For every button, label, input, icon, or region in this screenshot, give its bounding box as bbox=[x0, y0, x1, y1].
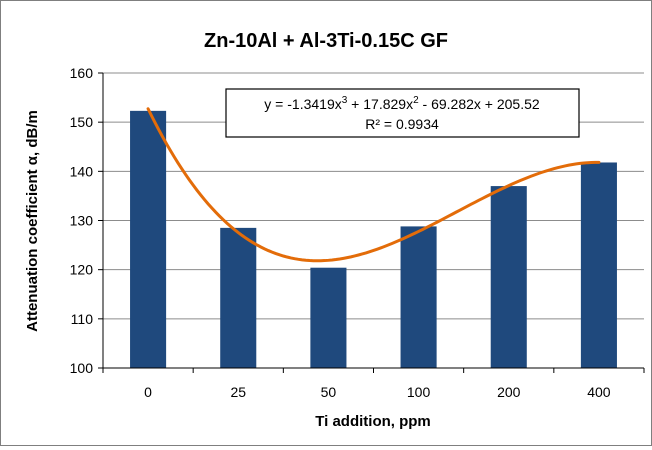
bar bbox=[490, 186, 527, 368]
x-tick-label: 25 bbox=[230, 384, 246, 400]
y-tick-label: 110 bbox=[71, 311, 94, 327]
y-tick-label: 100 bbox=[70, 360, 94, 376]
equation-box-border bbox=[225, 88, 580, 138]
bar bbox=[310, 267, 347, 368]
y-axis-title: Attenuation coefficient α, dB/m bbox=[24, 110, 41, 332]
x-tick-label: 200 bbox=[497, 384, 521, 400]
x-tick-labels: 0 25 50 100 200 400 bbox=[144, 384, 611, 400]
y-tick-label: 130 bbox=[70, 213, 94, 229]
y-tick-labels: 100 110 120 130 140 150 160 bbox=[70, 65, 94, 376]
chart-title: Zn-10Al + Al-3Ti-0.15C GF bbox=[204, 30, 448, 52]
x-tick-label: 0 bbox=[144, 384, 152, 400]
equation-part-3: - 69.282x + 205.52 bbox=[419, 96, 540, 112]
equation-sup-1: 3 bbox=[342, 95, 348, 106]
bar bbox=[130, 110, 167, 368]
y-tick-label: 120 bbox=[70, 262, 94, 278]
bar bbox=[580, 162, 617, 368]
equation-sup-2: 2 bbox=[413, 95, 419, 106]
axes bbox=[102, 73, 645, 373]
x-axis-title: Ti addition, ppm bbox=[315, 413, 431, 430]
x-tick-label: 400 bbox=[587, 384, 611, 400]
equation-part-1: y = -1.3419x bbox=[264, 96, 341, 112]
x-tick-label: 100 bbox=[407, 384, 431, 400]
y-tick-label: 140 bbox=[70, 163, 94, 179]
y-tick-label: 150 bbox=[70, 114, 94, 130]
bar bbox=[220, 227, 257, 368]
trendline-equation-box: y = -1.3419x3 + 17.829x2 - 69.282x + 205… bbox=[225, 88, 580, 138]
trendline-curve bbox=[146, 107, 601, 263]
equation-part-2: + 17.829x bbox=[347, 96, 413, 112]
trendline-equation: y = -1.3419x3 + 17.829x2 - 69.282x + 205… bbox=[264, 95, 540, 112]
bar bbox=[400, 226, 437, 368]
x-tick-label: 50 bbox=[321, 384, 337, 400]
y-tick-label: 160 bbox=[70, 65, 94, 81]
bars bbox=[130, 110, 617, 368]
r-squared-value: R² = 0.9934 bbox=[365, 116, 439, 132]
